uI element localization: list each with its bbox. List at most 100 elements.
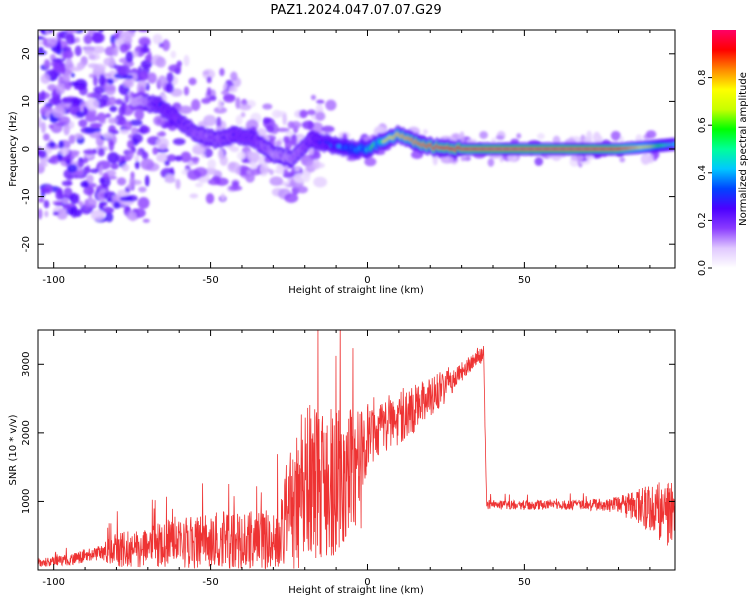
spectrogram-cell xyxy=(294,166,300,172)
spectrogram-cell xyxy=(536,133,545,140)
spectrogram-cell xyxy=(76,1,86,7)
spectrogram-cell xyxy=(308,147,314,156)
spectrogram-cell xyxy=(40,90,46,102)
spectrogram-cell xyxy=(68,21,72,29)
spectrogram-cell xyxy=(282,135,290,144)
spectrogram-cell xyxy=(183,54,190,67)
spectrogram-cell xyxy=(48,155,60,165)
spectrogram-cell xyxy=(45,30,50,36)
spectrogram-cell xyxy=(235,114,243,126)
spectrogram-cell xyxy=(75,111,86,118)
spectrogram-cell xyxy=(259,163,269,175)
spectrogram-cell xyxy=(43,58,50,69)
spectrogram-cell xyxy=(38,208,43,220)
spectrogram-cell xyxy=(180,151,192,163)
spectrogram-cell xyxy=(83,127,97,134)
spectrogram-cell xyxy=(70,6,75,17)
spectrogram-cell xyxy=(217,98,222,110)
spectrogram-cell xyxy=(114,32,120,40)
snr-x-tick-label: 50 xyxy=(518,577,531,588)
spectrogram-cell xyxy=(610,130,621,141)
spectrogram-cell xyxy=(110,34,116,45)
spectrogram-cell xyxy=(115,98,123,105)
spectrogram-cell xyxy=(310,94,316,101)
spectrogram-cell xyxy=(83,45,95,55)
spectrogram-cell xyxy=(78,200,84,208)
spectrogram-cell xyxy=(35,8,47,12)
spectrogram-cell xyxy=(80,181,89,188)
spectrogram-cell xyxy=(183,86,190,96)
spectrogram-cell xyxy=(166,72,174,83)
spectrogram-cell xyxy=(452,133,461,140)
snr-y-tick-label: 3000 xyxy=(21,352,32,377)
spectrogram-cell xyxy=(364,157,377,167)
spectrogram-cell xyxy=(147,72,157,84)
spectrogram-cell xyxy=(290,133,298,146)
spectrogram-cell xyxy=(423,129,428,135)
spectrogram-cell xyxy=(201,97,211,104)
spectrogram-cell xyxy=(102,132,114,139)
spectrogram-cell xyxy=(129,0,139,4)
spectrogram-cell xyxy=(126,184,133,190)
spectrogram-cell xyxy=(129,119,143,126)
spectrogram-cell xyxy=(206,76,212,84)
spectrogram-cell xyxy=(108,124,116,134)
spectrogram-cell xyxy=(157,75,167,87)
spectrogram-cell xyxy=(282,113,287,126)
spectrogram-cell xyxy=(137,80,148,87)
spectrogram-cell xyxy=(306,109,316,116)
spectrogram-cell xyxy=(137,197,150,209)
spectrogram-x-ticks: -100 -50 0 50 xyxy=(42,30,651,286)
spectrogram-cell xyxy=(440,156,454,164)
spectrogram-cell xyxy=(113,4,119,11)
spectrogram-cell xyxy=(89,4,101,12)
colorbar-tick-label: 0.4 xyxy=(697,165,708,181)
spectrogram-cell xyxy=(141,24,148,29)
spectrogram-cell xyxy=(269,176,284,186)
spectrogram-cell xyxy=(178,105,193,114)
colorbar-label: Normalized spectral amplitude xyxy=(738,72,749,226)
spectrogram-cell xyxy=(216,116,222,129)
spectrogram-cell xyxy=(107,78,114,85)
spectrogram-cell xyxy=(269,169,274,176)
spectrogram-x-axis-label: Height of straight line (km) xyxy=(288,285,424,296)
spectrogram-cell xyxy=(118,105,126,116)
spectrogram-cell xyxy=(220,193,226,201)
spectrogram-y-tick-label: 0 xyxy=(21,146,32,152)
spectrogram-cell xyxy=(121,5,132,13)
spectrogram-cell xyxy=(113,201,121,209)
spectrogram-cell xyxy=(60,62,66,75)
colorbar: 0.0 0.2 0.4 0.6 0.8 Normalized spectral ampl… xyxy=(697,30,749,276)
spectrogram-cell xyxy=(128,148,134,159)
spectrogram-cell xyxy=(48,141,56,148)
spectrogram-cell xyxy=(61,50,71,59)
spectrogram-cell xyxy=(123,36,133,45)
spectrogram-cell xyxy=(138,186,147,193)
spectrogram-x-tick-label: 0 xyxy=(364,275,370,286)
spectrogram-cell xyxy=(104,83,116,96)
snr-x-tick-label: 0 xyxy=(364,577,370,588)
spectrogram-cell xyxy=(62,204,71,210)
spectrogram-cell xyxy=(38,197,45,203)
spectrogram-y-axis-label: Frequency (Hz) xyxy=(8,111,19,187)
snr-x-tick-label: -100 xyxy=(42,577,65,588)
spectrogram-y-tick-label: 20 xyxy=(21,47,32,60)
spectrogram-cell xyxy=(83,34,93,45)
spectrogram-cell xyxy=(41,20,49,24)
spectrogram-cell xyxy=(52,211,59,216)
spectrogram-cell xyxy=(189,193,199,199)
spectrogram-cell xyxy=(126,139,135,149)
spectrogram-cell xyxy=(303,171,311,183)
spectrogram-cell xyxy=(221,90,230,96)
spectrogram-cell xyxy=(136,151,143,156)
spectrogram-cell xyxy=(192,145,206,155)
spectrogram-cell xyxy=(93,2,102,7)
spectrogram-cell xyxy=(42,16,55,21)
spectrogram-cell xyxy=(96,20,103,29)
spectrogram-x-tick-label: -50 xyxy=(202,275,218,286)
spectrogram-cell xyxy=(91,45,106,54)
spectrogram-cell xyxy=(78,119,88,128)
spectrogram-cell xyxy=(131,127,138,136)
spectrogram-cell xyxy=(119,196,133,202)
colorbar-tick-label: 0.0 xyxy=(697,260,708,276)
